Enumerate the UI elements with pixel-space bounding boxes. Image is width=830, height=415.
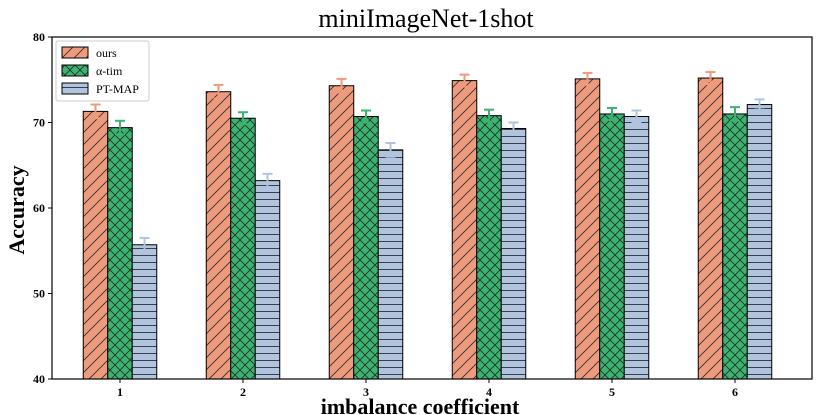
legend-label-tim: α-tim: [96, 64, 123, 78]
x-tick-label: 5: [609, 385, 615, 399]
y-tick-label: 80: [33, 30, 45, 44]
bar-hatch-pt-map: [500, 127, 527, 380]
x-axis-label: imbalance coefficient: [321, 394, 520, 415]
legend-label-ours: ours: [96, 46, 117, 60]
y-tick-label: 70: [33, 116, 45, 130]
bar-hatch-tim: [476, 115, 502, 380]
bar-hatch-ours: [697, 77, 724, 380]
y-ticks-group: 40 50 60 70 80: [33, 30, 52, 386]
plot-frame: [51, 36, 813, 380]
bar-hatch-pt-map: [377, 149, 404, 380]
x-tick-label: 6: [732, 385, 738, 399]
y-tick-label: 60: [33, 201, 45, 215]
error-bars-group: [90, 71, 765, 253]
bar-hatch-tim: [353, 116, 379, 380]
x-tick-label: 1: [117, 385, 123, 399]
bar-hatch-tim: [599, 113, 625, 380]
x-tick-label: 2: [240, 385, 246, 399]
bar-hatch-pt-map: [131, 244, 158, 380]
chart-title: miniImageNet-1shot: [318, 4, 534, 33]
y-tick-label: 40: [33, 372, 45, 386]
bar-hatch-ours: [82, 110, 109, 380]
bar-hatch-pt-map: [746, 104, 773, 380]
legend-swatch-hatch: [61, 64, 89, 77]
bar-hatch-tim: [230, 117, 256, 380]
y-axis-label: Accuracy: [4, 165, 29, 254]
x-tick-label: 4: [486, 385, 492, 399]
legend-swatch-hatch: [61, 82, 89, 95]
x-ticks-group: 1 2 3 4 5 6: [117, 379, 738, 399]
y-tick-label: 50: [33, 287, 45, 301]
bar-hatch-tim: [107, 127, 133, 380]
bar-hatch-ours: [205, 91, 232, 380]
legend-label-pt-map: PT-MAP: [96, 82, 139, 96]
bar-hatch-ours: [574, 78, 601, 380]
bar-hatch-ours: [451, 80, 478, 380]
x-tick-label: 3: [363, 385, 369, 399]
bars-group: [82, 77, 773, 380]
legend: ours α-tim PT-MAP: [55, 40, 150, 102]
legend-swatch-hatch: [61, 46, 89, 59]
bar-hatch-pt-map: [254, 180, 281, 380]
bar-hatch-pt-map: [623, 116, 650, 380]
bar-hatch-tim: [722, 113, 748, 380]
bar-hatch-ours: [328, 85, 355, 380]
